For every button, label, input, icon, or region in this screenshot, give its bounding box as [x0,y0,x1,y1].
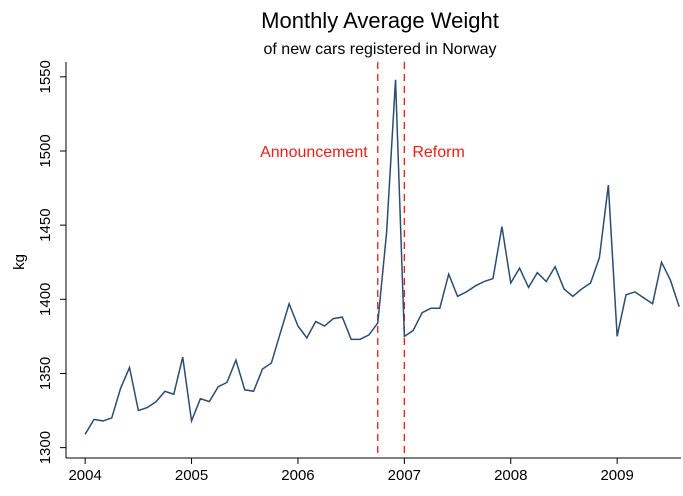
y-tick-label: 1350 [37,357,54,390]
chart-subtitle: of new cars registered in Norway [264,41,497,58]
x-tick-label: 2005 [175,467,208,484]
annotation-label: Reform [412,144,464,161]
y-tick-label: 1450 [37,208,54,241]
x-tick-label: 2007 [388,467,421,484]
x-tick-label: 2006 [281,467,314,484]
y-tick-label: 1500 [37,134,54,167]
x-tick-label: 2004 [68,467,101,484]
y-tick-label: 1300 [37,431,54,464]
chart-title: Monthly Average Weight [261,8,499,33]
x-tick-label: 2009 [600,467,633,484]
y-tick-label: 1400 [37,283,54,316]
annotation-label: Announcement [260,144,368,161]
y-tick-label: 1550 [37,60,54,93]
data-line [84,79,680,435]
y-axis-label: kg [11,254,28,270]
x-tick-label: 2008 [494,467,527,484]
